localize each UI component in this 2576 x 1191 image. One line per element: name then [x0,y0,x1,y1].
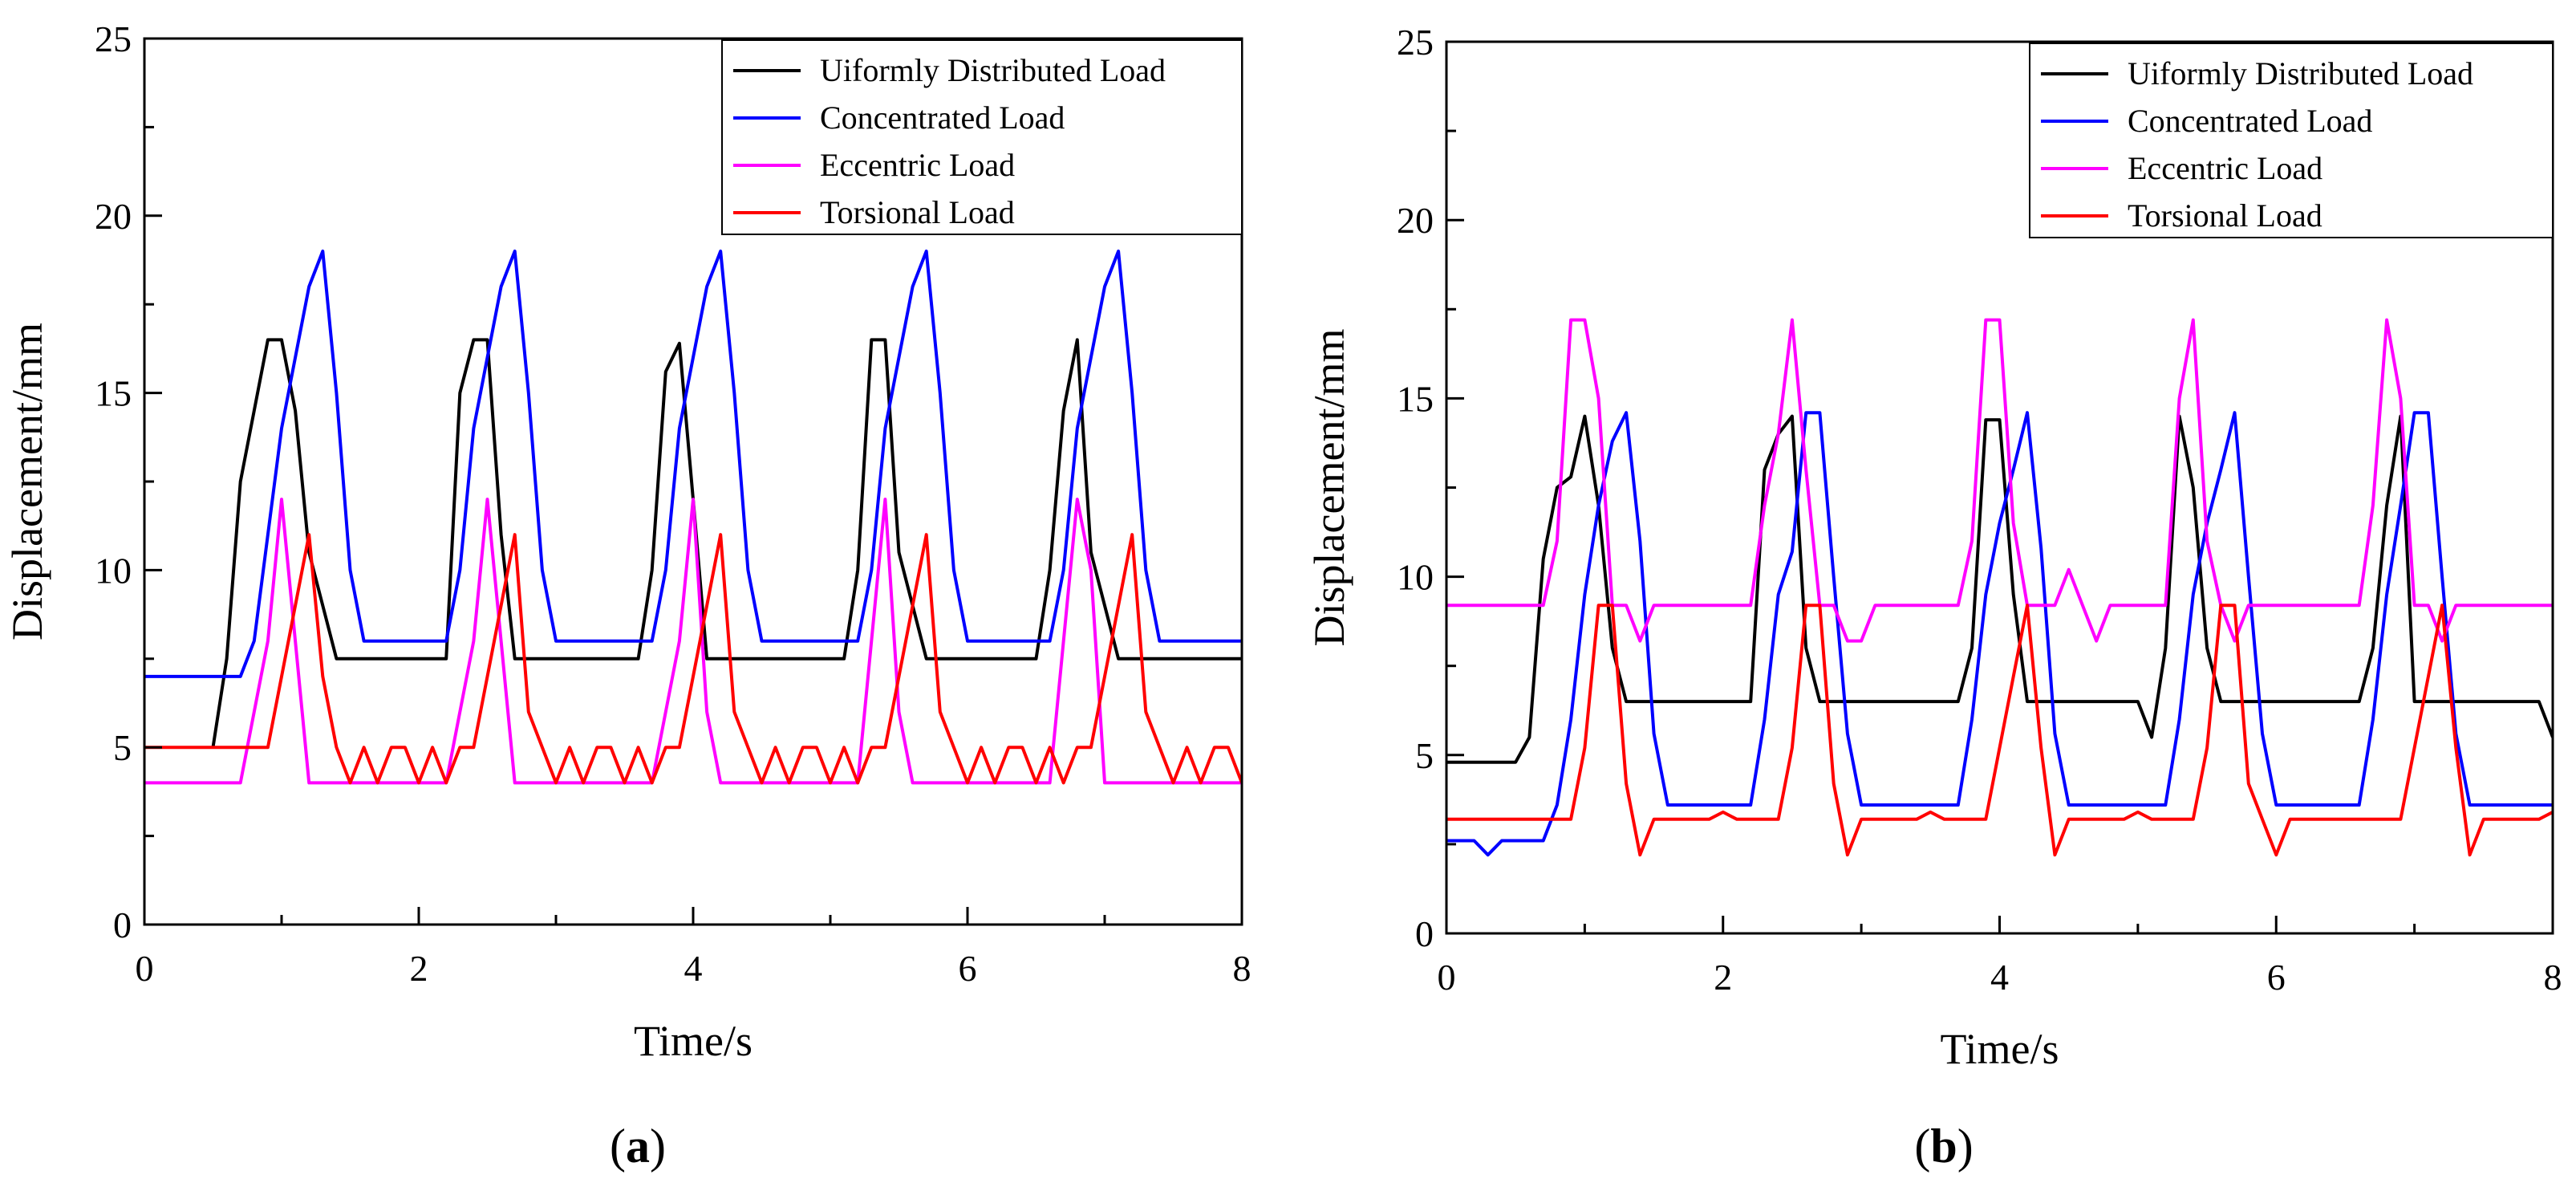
legend-label: Eccentric Load [820,147,1015,183]
y-tick-label: 10 [1397,557,1434,598]
x-tick-label: 6 [959,948,977,989]
x-tick-label: 0 [136,948,154,989]
y-axis-label: Displacement/mm [1305,329,1353,647]
y-tick-label: 0 [113,904,132,945]
legend-label: Uiformly Distributed Load [2128,55,2473,91]
x-tick-label: 4 [684,948,703,989]
series-line-uiformly-distributed-load [1446,414,2553,764]
legend-label: Torsional Load [820,194,1015,230]
legend-label: Uiformly Distributed Load [820,52,1166,88]
x-tick-label: 2 [410,948,428,989]
x-tick-label: 8 [2544,957,2562,998]
y-tick-label: 0 [1415,913,1434,954]
legend-box [2029,43,2554,238]
y-tick-label: 10 [95,550,132,591]
y-axis-label: Displacement/mm [3,323,51,640]
y-tick-label: 25 [1397,22,1434,63]
legend-box [721,39,1243,235]
y-tick-label: 25 [95,18,132,59]
x-axis-label: Time/s [1940,1025,2059,1073]
series-line-uiformly-distributed-load [211,338,1242,748]
x-axis-label: Time/s [634,1017,753,1065]
x-tick-label: 6 [2267,957,2286,998]
legend-label: Concentrated Load [2128,103,2372,139]
y-tick-label: 15 [1397,378,1434,419]
legend-label: Concentrated Load [820,100,1065,136]
x-tick-label: 0 [1438,957,1456,998]
series-line-eccentric-load [1446,318,2553,643]
y-tick-label: 20 [95,196,132,237]
legend-label: Torsional Load [2128,197,2322,234]
series-line-torsional-load [144,533,1242,785]
legend-label: Eccentric Load [2128,150,2322,186]
y-tick-label: 15 [95,373,132,414]
series-line-concentrated-load [144,250,1242,678]
chart-panel-a: 0 2 4 6 8 0 5 10 15 20 25 Time/s Displacement/mm Uifo… [3,18,1251,1173]
x-tick-label: 2 [1714,957,1732,998]
x-tick-label: 8 [1233,948,1251,989]
chart-panel-b: 0 2 4 6 8 0 5 10 15 20 25 Time/s Displacement/mm Uifo… [1305,22,2562,1173]
y-tick-label: 5 [113,727,132,768]
y-tick-label: 20 [1397,200,1434,241]
x-tick-label: 4 [1990,957,2009,998]
panel-label: (a) [610,1120,666,1173]
panel-label: (b) [1914,1120,1973,1173]
series-line-torsional-load [1446,604,2553,857]
y-tick-label: 5 [1415,735,1434,776]
